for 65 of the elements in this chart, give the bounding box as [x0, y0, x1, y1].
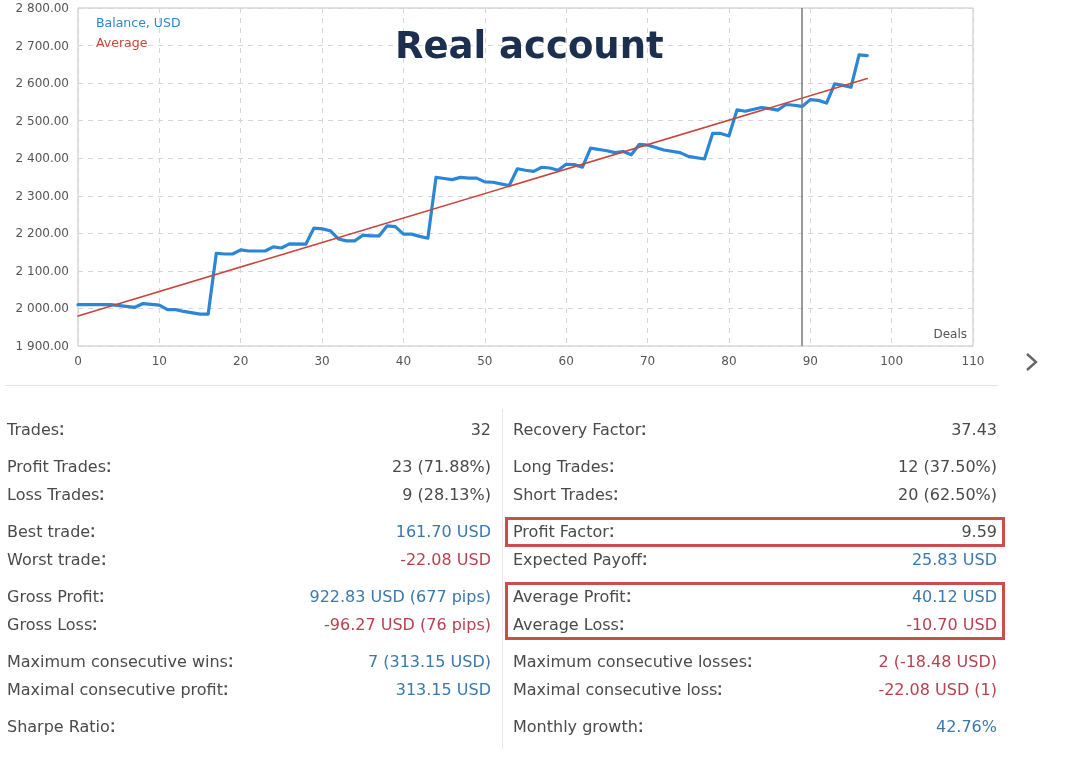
- y-tick-label: 1 900.00: [15, 339, 69, 353]
- category-label: Average Loss: [513, 615, 619, 634]
- category-label: Best trade: [7, 522, 91, 541]
- x-tick-label: 100: [880, 354, 904, 368]
- x-tick-label: 0: [74, 354, 82, 368]
- y-tick-label: 2 700.00: [15, 38, 69, 53]
- category-label: Maximal consecutive loss: [513, 680, 718, 699]
- y-tick-label: 2 400.00: [15, 151, 69, 166]
- text: 7 (313.15 USD): [367, 652, 491, 671]
- category-label: Gross Loss: [7, 615, 93, 634]
- text: 313.15 USD: [395, 680, 491, 699]
- text: 20 (62.50%): [898, 485, 997, 504]
- text: 922.83 USD (677 pips): [309, 587, 491, 606]
- y-tick-label: 2 300.00: [15, 188, 69, 203]
- category-label: Monthly growth: [513, 717, 638, 736]
- x-tick-label: 50: [477, 354, 493, 368]
- text: Real account: [395, 24, 664, 67]
- text: -10.70 USD: [906, 615, 997, 634]
- text: -22.08 USD (1): [878, 680, 997, 699]
- x-tick-label: 20: [233, 354, 249, 368]
- text: 12 (37.50%): [898, 457, 997, 476]
- category-label: Profit Trades: [7, 457, 106, 476]
- category-label: Worst trade: [7, 550, 101, 569]
- category-label: Maximal consecutive profit: [7, 680, 223, 699]
- text: -96.27 USD (76 pips): [324, 615, 491, 634]
- text: 2 (-18.48 USD): [878, 652, 997, 671]
- text: 23 (71.88%): [392, 457, 491, 476]
- x-tick-label: 10: [151, 354, 167, 368]
- category-label: Loss Trades: [7, 485, 100, 504]
- category-label: Average Profit: [513, 587, 626, 606]
- text: 25.83 USD: [911, 550, 997, 569]
- text: Balance, USD: [96, 14, 181, 30]
- category-label: Recovery Factor: [513, 420, 642, 439]
- text: -22.08 USD: [400, 550, 491, 569]
- x-tick-label: 60: [558, 354, 574, 368]
- category-label: Maximum consecutive losses: [513, 652, 747, 671]
- text: 161.70 USD: [395, 522, 491, 541]
- text: 32: [470, 420, 491, 439]
- x-tick-label: 40: [395, 354, 412, 368]
- category-label: Long Trades: [513, 457, 609, 476]
- x-tick-label: 90: [802, 354, 818, 368]
- x-tick-label: 30: [314, 354, 330, 368]
- category-label: Expected Payoff: [513, 550, 642, 569]
- y-tick-label: 2 100.00: [15, 263, 69, 278]
- y-tick-label: 2 000.00: [15, 301, 69, 316]
- category-label: Trades: [7, 420, 60, 439]
- y-tick-label: 2 500.00: [15, 113, 69, 128]
- x-tick-label: 80: [721, 354, 737, 368]
- text: 9 (28.13%): [402, 485, 491, 504]
- text: Average: [96, 35, 148, 50]
- category-label: Short Trades: [513, 485, 614, 504]
- x-axis-title: Deals: [933, 327, 967, 341]
- text: 42.76%: [935, 717, 997, 736]
- text: 37.43: [951, 420, 997, 439]
- category-label: Profit Factor: [513, 522, 609, 541]
- y-tick-label: 2 600.00: [15, 76, 69, 91]
- category-label: Gross Profit: [7, 587, 99, 606]
- category-label: Maximum consecutive wins: [7, 652, 228, 671]
- y-tick-label: 2 200.00: [15, 226, 69, 241]
- category-label: Sharpe Ratio: [7, 717, 110, 736]
- x-tick-label: 110: [961, 354, 985, 368]
- y-tick-label: 2 800.00: [15, 1, 69, 15]
- text: 9.59: [961, 522, 997, 541]
- x-tick-label: 70: [639, 354, 656, 368]
- text: 40.12 USD: [911, 587, 997, 606]
